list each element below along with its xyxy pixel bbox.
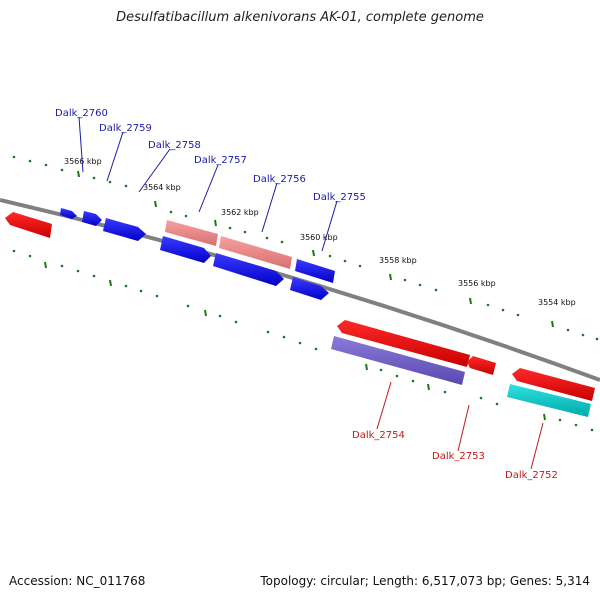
upper-major-ticks (77, 170, 554, 328)
lower-tick-ruler (12, 249, 594, 432)
gene-label: Dalk_2755 (313, 192, 366, 203)
tick-label: 3562 kbp (221, 208, 259, 217)
gene-forward-b[interactable] (213, 253, 284, 286)
gene-label: Dalk_2760 (55, 108, 108, 119)
upper-tick-ruler (12, 155, 599, 341)
tick-label: 3564 kbp (143, 183, 181, 192)
forward-genes (60, 208, 335, 300)
bottom-gene-labels: Dalk_2754 Dalk_2753 Dalk_2752 (352, 430, 558, 481)
gene-label: Dalk_2752 (505, 470, 558, 481)
gene-label: Dalk_2759 (99, 123, 152, 134)
lower-major-ticks (44, 261, 546, 421)
gene-dalk-2755[interactable] (295, 259, 335, 283)
gene-dalk-2758[interactable] (103, 218, 146, 241)
gene-reverse-cyan[interactable] (507, 384, 591, 417)
tick-label: 3556 kbp (458, 279, 496, 288)
gene-label: Dalk_2756 (253, 174, 306, 185)
genome-summary-text: Topology: circular; Length: 6,517,073 bp… (260, 574, 590, 588)
gene-dalk-2760[interactable] (60, 208, 77, 219)
tick-label: 3560 kbp (300, 233, 338, 242)
tick-label: 3554 kbp (538, 298, 576, 307)
gene-label: Dalk_2753 (432, 451, 485, 462)
gene-label: Dalk_2757 (194, 155, 247, 166)
accession-text: Accession: NC_011768 (9, 574, 146, 588)
gene-dalk-2752[interactable] (512, 368, 595, 401)
reverse-genes (5, 212, 595, 417)
top-gene-labels: Dalk_2760 Dalk_2759 Dalk_2758 Dalk_2757 … (55, 108, 366, 203)
gene-label: Dalk_2758 (148, 140, 201, 151)
top-label-leaders (78, 116, 338, 252)
map-title: Desulfatibacillum alkenivorans AK-01, co… (116, 10, 484, 25)
tick-labels: 3566 kbp 3564 kbp 3562 kbp 3560 kbp 3558… (64, 157, 576, 307)
gene-dalk-2759[interactable] (82, 211, 102, 226)
gene-reverse-purple[interactable] (331, 336, 465, 385)
gene-dalk-2754[interactable] (337, 320, 470, 367)
tick-label: 3558 kbp (379, 256, 417, 265)
gene-dalk-2753[interactable] (467, 356, 496, 375)
gene-forward-a[interactable] (160, 236, 211, 263)
gene-label: Dalk_2754 (352, 430, 405, 441)
tick-label: 3566 kbp (64, 157, 102, 166)
gene-reverse-left[interactable] (5, 212, 52, 238)
gene-dalk-2757[interactable] (165, 220, 218, 246)
bottom-label-leaders (376, 381, 544, 470)
gene-dalk-2756[interactable] (219, 236, 292, 269)
gene-forward-c[interactable] (290, 277, 329, 300)
